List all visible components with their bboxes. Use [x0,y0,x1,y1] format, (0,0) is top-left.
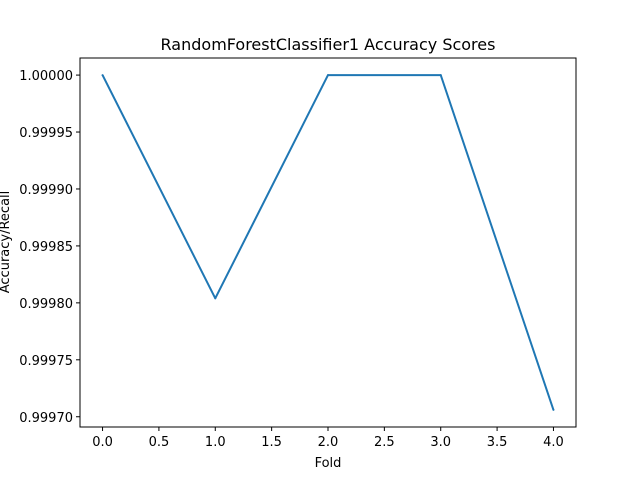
x-tick-label: 1.0 [205,435,226,450]
x-tick-label: 4.0 [543,435,564,450]
y-tick-label: 0.99975 [19,354,73,369]
y-tick-label: 0.99970 [19,411,73,426]
x-axis-title: Fold [315,456,342,471]
y-axis: 0.99970 0.99975 0.99980 0.99985 0.99990 0.999… [19,69,80,426]
data-point [214,297,217,300]
series-layer [101,74,555,411]
data-point [101,74,104,77]
data-point [552,408,555,411]
x-tick-label: 3.0 [430,435,451,450]
y-tick-label: 1.00000 [19,69,73,84]
x-tick-label: 0.0 [92,435,113,450]
data-point [439,74,442,77]
y-tick-label: 0.99990 [19,183,73,198]
plot-area: 0.0 0.5 1.0 1.5 2.0 2.5 3.0 3.5 4.0 0.999700.999… [19,57,577,450]
x-tick-label: 0.5 [149,435,170,450]
x-tick-label: 2.5 [374,435,395,450]
data-point [327,74,329,77]
y-tick-label: 0.99980 [19,297,73,312]
x-tick-label: 3.5 [487,435,508,450]
x-axis: 0.0 0.5 1.0 1.5 2.0 2.5 3.0 3.5 4.0 [92,427,564,450]
x-tick-label: 2.0 [318,435,339,450]
x-tick-label: 1.5 [261,435,282,450]
y-axis-title: Accuracy/Recall [0,191,13,294]
chart-title: RandomForestClassifier1 Accuracy Scores [161,35,496,54]
y-tick-label: 0.99995 [19,126,73,141]
y-tick-label: 0.99985 [19,240,73,255]
